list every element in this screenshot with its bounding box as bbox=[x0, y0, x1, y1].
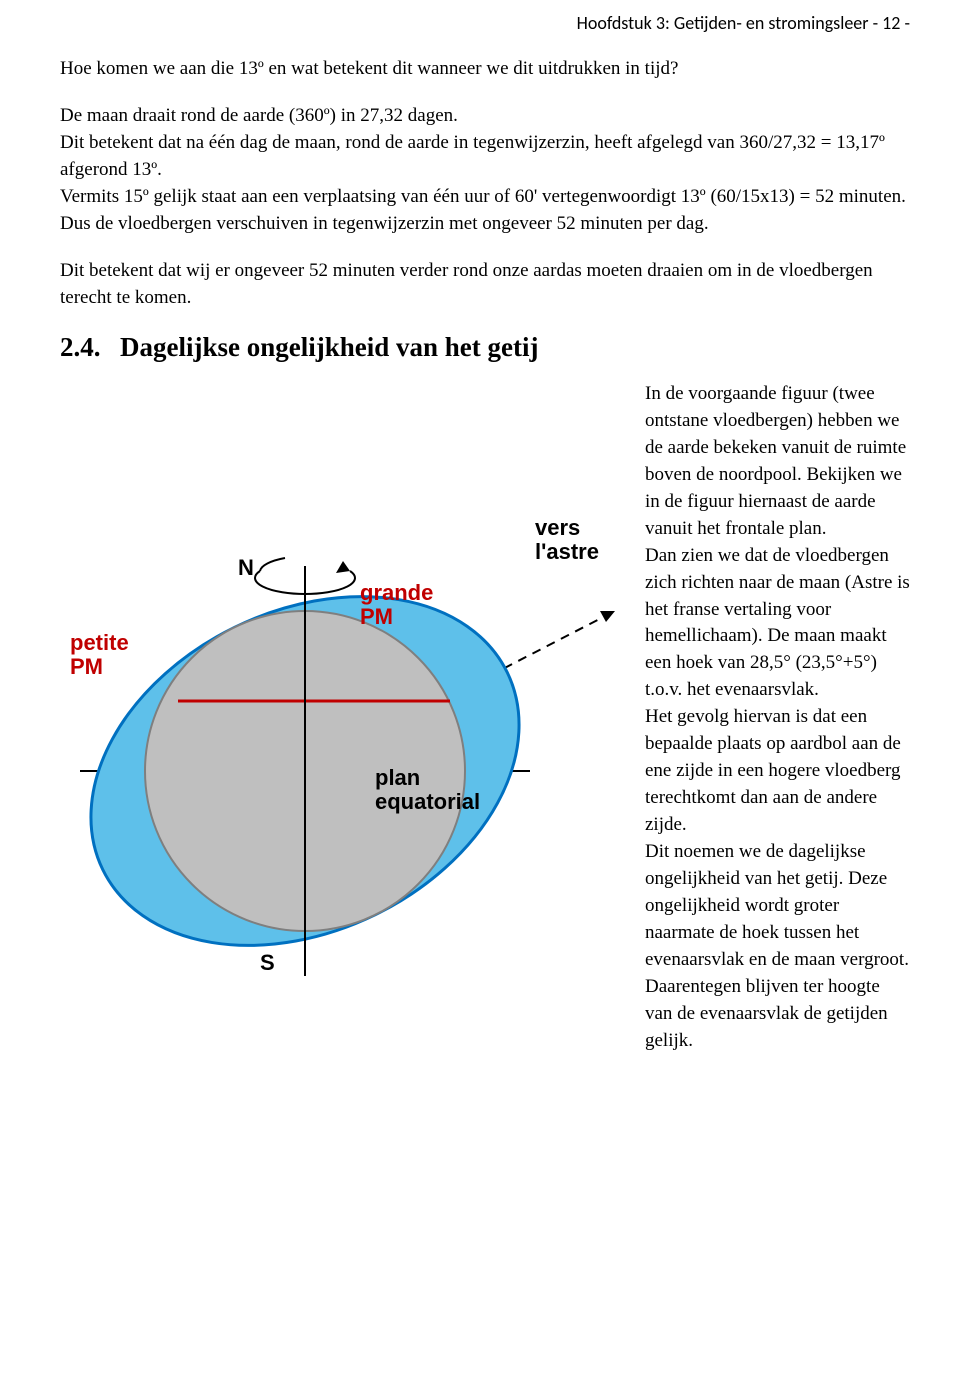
label-n: N bbox=[238, 556, 254, 580]
label-petite-pm: petite PM bbox=[70, 631, 129, 679]
label-grande-pm: grande PM bbox=[360, 581, 433, 629]
label-vers-astre: vers l'astre bbox=[535, 516, 599, 564]
paragraph-2: De maan draait rond de aarde (360º) in 2… bbox=[60, 103, 910, 238]
section-heading: 2.4.Dagelijkse ongelijkheid van het geti… bbox=[60, 332, 910, 363]
diagram-container: N S petite PM grande PM plan equatorial … bbox=[60, 381, 645, 1021]
right-column-text: In de voorgaande figuur (twee ontstane v… bbox=[645, 381, 910, 1055]
paragraph-1: Hoe komen we aan die 13º en wat betekent… bbox=[60, 56, 910, 83]
section-title: Dagelijkse ongelijkheid van het getij bbox=[120, 332, 539, 362]
label-plan-equatorial: plan equatorial bbox=[375, 766, 480, 814]
section-number: 2.4. bbox=[60, 332, 120, 363]
tidal-diagram: N S petite PM grande PM plan equatorial … bbox=[60, 441, 620, 981]
paragraph-3: Dit betekent dat wij er ongeveer 52 minu… bbox=[60, 258, 910, 312]
page-header: Hoofdstuk 3: Getijden- en stromingsleer … bbox=[60, 12, 910, 34]
label-s: S bbox=[260, 951, 275, 975]
